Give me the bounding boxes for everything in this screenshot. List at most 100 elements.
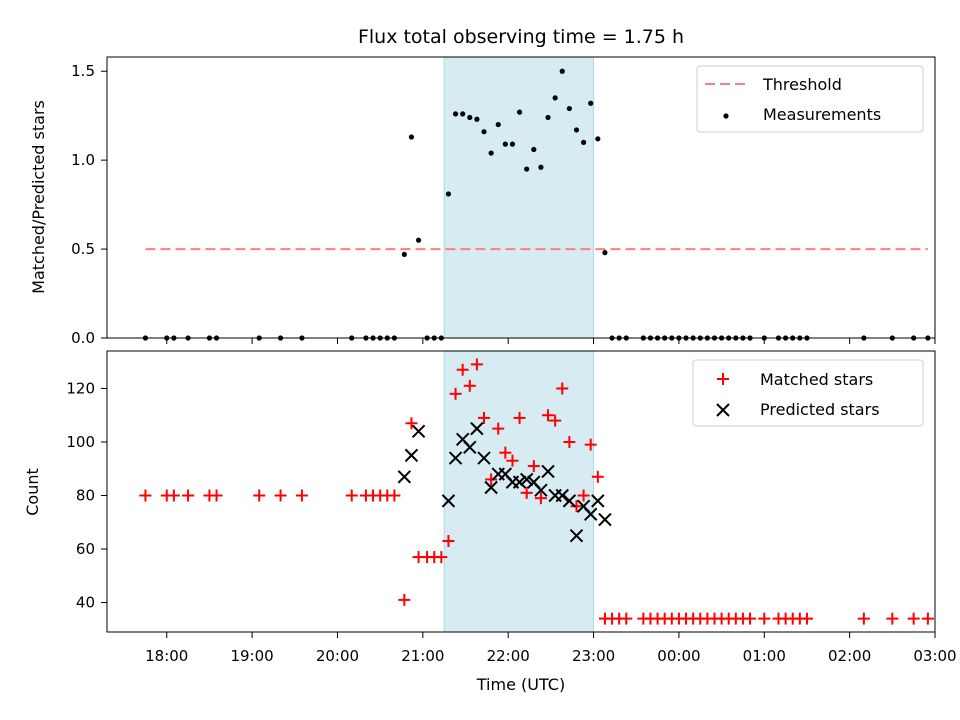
matched-star-point — [584, 438, 597, 451]
matched-star-point — [907, 612, 920, 625]
predicted-star-point — [470, 421, 484, 436]
predicted-star-point — [404, 448, 419, 463]
top-panel: 0.0 0.5 1.0 1.5 Matched/Predicted stars Thr… — [29, 56, 936, 347]
threshold-legend-label: Threshold — [762, 75, 842, 94]
matched-star-point — [620, 612, 633, 625]
predicted-star-point — [584, 507, 598, 521]
measurement-point — [401, 251, 407, 258]
top-y-axis-label: Matched/Predicted stars — [29, 100, 48, 294]
matched-star-point — [295, 489, 308, 502]
measurement-legend-swatch — [723, 113, 729, 119]
predicted-star-point-b — [555, 488, 569, 503]
predicted-star-point-b — [584, 507, 598, 521]
measurement-point — [595, 136, 601, 142]
measurement-point — [474, 116, 480, 122]
matched-star-point — [591, 470, 604, 483]
bottom-x-tick-label: 01:00 — [743, 647, 786, 665]
matched-star-point — [520, 486, 533, 499]
bottom-x-tick-label: 03:00 — [913, 647, 956, 665]
measurement-point — [452, 111, 459, 117]
top-y-tick-label: 0.5 — [71, 240, 95, 258]
measurement-point — [566, 105, 572, 112]
top-x-ticks — [166, 338, 936, 344]
matched-star-point — [758, 612, 771, 625]
matched-star-point — [405, 417, 418, 430]
predicted-star-point — [512, 475, 527, 489]
predicted-star-point-b — [498, 467, 513, 481]
top-y-tick-label: 0.0 — [71, 329, 95, 347]
matched-star-point — [800, 612, 813, 625]
predicted-star-point-b — [448, 451, 463, 465]
matched-star-point — [485, 473, 498, 486]
measurement-point — [552, 95, 558, 101]
bottom-legend: Matched stars Predicted stars — [692, 359, 924, 427]
measurement-point — [538, 164, 544, 170]
measurement-point — [516, 109, 523, 115]
predicted-star-point-b — [569, 528, 584, 543]
matched-legend-label: Matched stars — [760, 370, 873, 389]
matched-star-point — [210, 489, 223, 502]
bottom-y-axis: 40 60 80 100 120 — [66, 379, 107, 612]
bottom-x-tick-label: 18:00 — [145, 647, 188, 665]
bottom-panel: 40 60 80 100 120 18:00 19:00 20:00 21:00 22:00 23… — [23, 350, 957, 694]
predicted-star-point — [411, 424, 426, 438]
matched-star-point — [527, 460, 540, 473]
x-axis-label: Time (UTC) — [476, 675, 565, 694]
predicted-star-point — [463, 440, 477, 455]
matched-star-point — [570, 500, 583, 513]
predicted-legend-swatch — [716, 403, 730, 417]
matched-star-point — [534, 492, 547, 505]
matched-star-point — [345, 489, 358, 502]
bottom-x-tick-label: 02:00 — [828, 647, 871, 665]
measurement-point — [488, 150, 494, 156]
matched-star-point — [492, 422, 505, 435]
predicted-star-point-b — [441, 494, 456, 508]
bottom-x-tick-label: 21:00 — [401, 647, 444, 665]
bottom-x-tick-label: 00:00 — [657, 647, 700, 665]
top-y-tick-label: 1.5 — [71, 62, 95, 80]
bottom-x-tick-label: 22:00 — [487, 647, 530, 665]
predicted-star-point — [569, 528, 584, 543]
predicted-star-point-b — [591, 494, 605, 508]
top-shaded-interval — [443, 56, 595, 339]
predicted-star-point-b — [411, 424, 426, 438]
predicted-star-point-b — [455, 432, 470, 447]
matched-star-point — [921, 612, 934, 625]
predicted-star-point-b — [397, 470, 412, 484]
predicted-star-point-b — [519, 472, 534, 487]
matched-star-point — [456, 363, 469, 376]
matched-star-point — [398, 593, 411, 606]
predicted-star-point — [448, 451, 463, 465]
matched-star-point — [182, 489, 195, 502]
predicted-star-point-b — [484, 480, 498, 495]
predicted-star-point — [484, 480, 498, 495]
matched-star-point — [478, 411, 491, 424]
matched-star-point — [499, 446, 512, 459]
measurement-point — [602, 250, 608, 256]
bottom-x-tick-label: 19:00 — [230, 647, 273, 665]
matched-star-point — [577, 489, 590, 502]
measurement-point — [467, 114, 473, 121]
measurement-point — [573, 127, 580, 133]
predicted-star-point-b — [598, 512, 612, 527]
predicted-star-point-b — [470, 421, 484, 436]
predicted-star-point — [555, 488, 569, 503]
measurement-legend-label: Measurements — [763, 105, 881, 124]
matched-star-point — [470, 358, 483, 371]
bottom-y-tick-label: 120 — [66, 379, 95, 397]
matched-star-point — [506, 454, 519, 467]
matched-star-point — [513, 411, 526, 424]
matched-star-point — [449, 387, 462, 400]
measurement-point — [460, 111, 466, 117]
measurement-point — [408, 134, 415, 140]
predicted-star-point — [397, 470, 412, 484]
matched-star-point — [388, 489, 401, 502]
predicted-star-point — [591, 494, 605, 508]
bottom-legend-box — [692, 359, 924, 427]
matched-star-point — [463, 379, 476, 392]
matched-star-point — [857, 612, 870, 625]
predicted-star-point — [477, 451, 491, 465]
matched-star-point — [542, 409, 555, 422]
predicted-star-points — [397, 421, 612, 543]
predicted-star-point-b — [477, 451, 491, 465]
